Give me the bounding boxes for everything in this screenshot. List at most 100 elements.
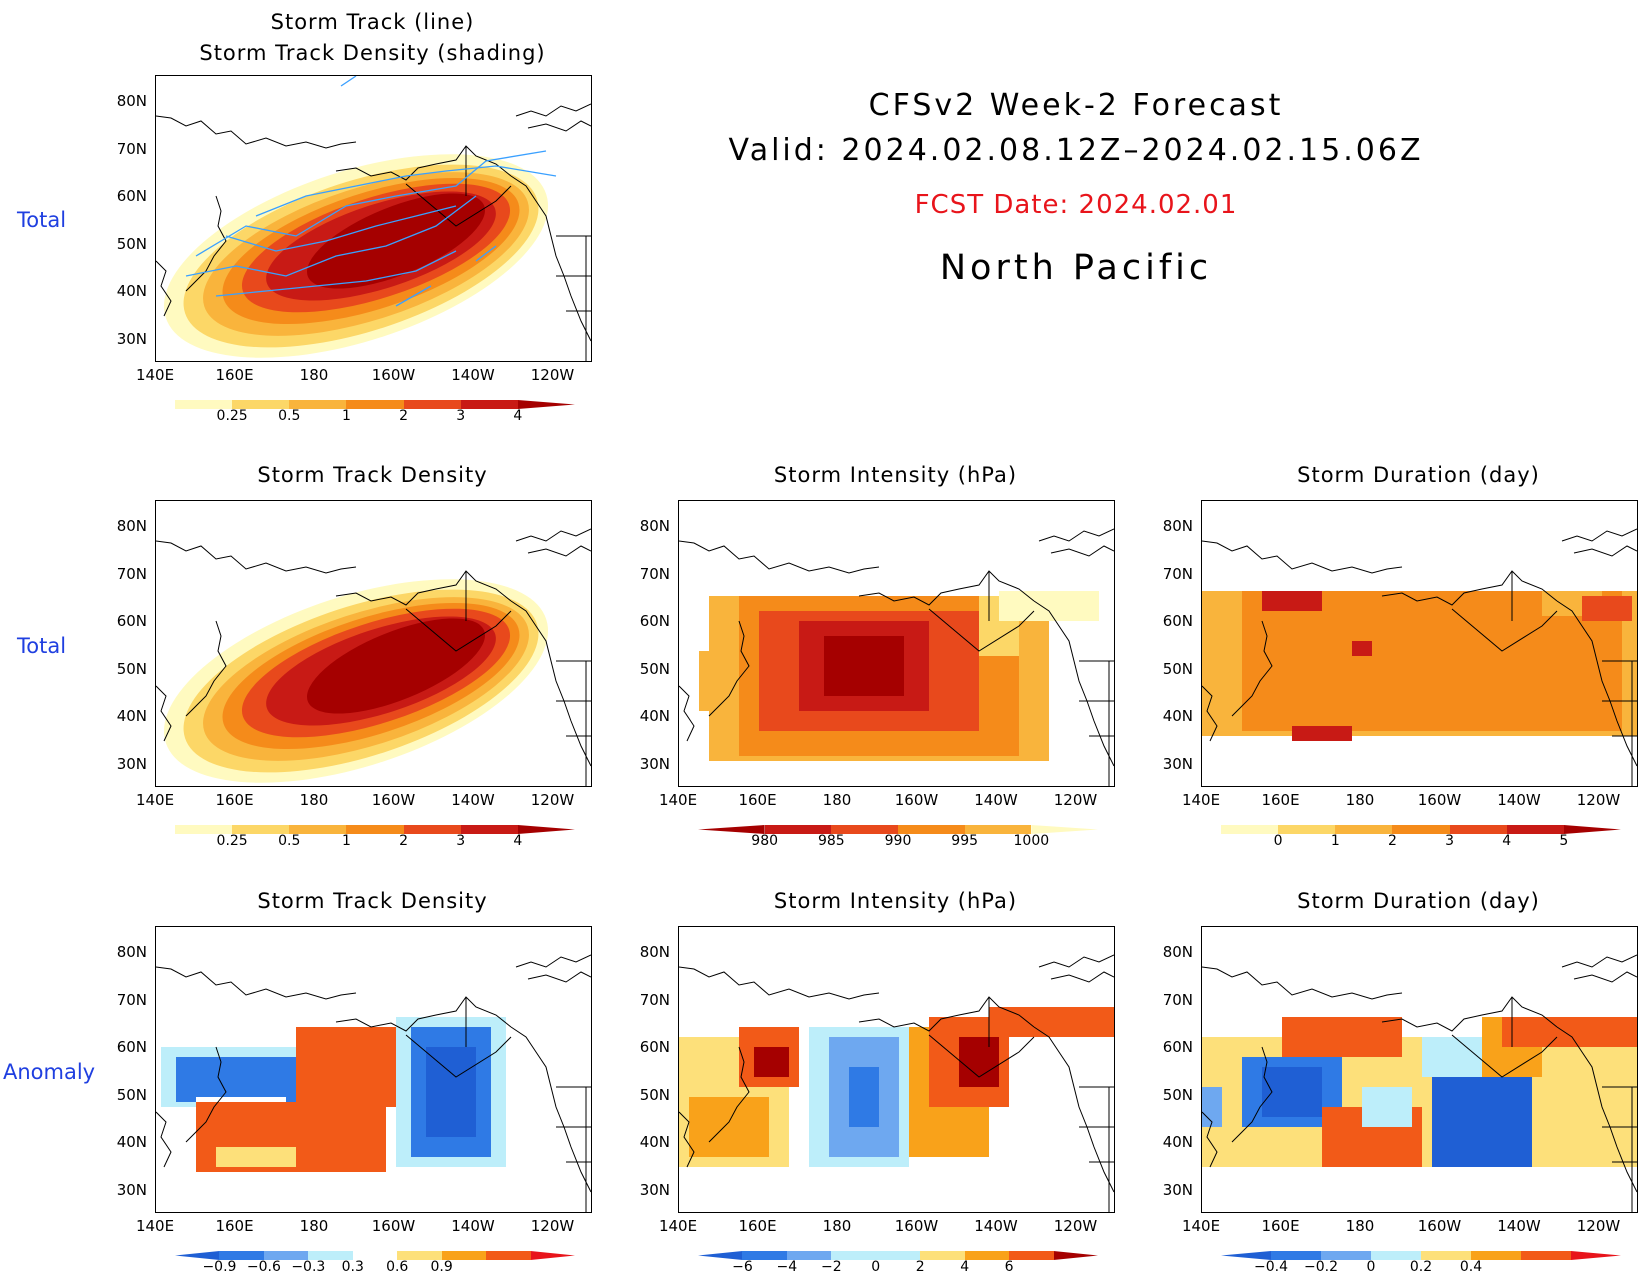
map-frame — [1201, 500, 1638, 787]
colorbar-segment — [175, 400, 233, 409]
colorbar-segment — [831, 1251, 876, 1260]
panel-title-density-total: Storm Track Density — [257, 463, 488, 487]
forecast-date: FCST Date: 2024.02.01 — [914, 190, 1238, 220]
map-canvas — [679, 954, 1114, 1212]
lat-label: 60N — [639, 1038, 670, 1056]
lon-label: 140E — [135, 366, 175, 384]
colorbar-label: 0.6 — [386, 1259, 409, 1275]
lon-label: 180 — [1345, 791, 1375, 809]
colorbar-label: 985 — [817, 833, 845, 849]
map-canvas — [1202, 954, 1637, 1212]
colorbar-label: 0.5 — [278, 833, 301, 849]
lon-label: 180 — [822, 1217, 852, 1235]
lat-label: 50N — [116, 1085, 147, 1104]
colorbar-segment — [1271, 1251, 1321, 1260]
lon-label: 140W — [451, 791, 495, 809]
colorbar-segment — [698, 825, 765, 834]
lat-label: 40N — [1162, 1133, 1193, 1151]
colorbar-label: 2 — [1387, 833, 1397, 849]
colorbar-label: −2 — [821, 1259, 842, 1275]
lon-label: 140E — [1181, 1217, 1221, 1235]
lat-label: 50N — [639, 1085, 670, 1104]
lon-label: 160W — [894, 791, 939, 809]
forecast-title: CFSv2 Week-2 Forecast — [868, 88, 1284, 123]
colorbar-label: −4 — [776, 1259, 798, 1275]
lat-label: 80N — [1162, 943, 1193, 961]
colorbar-label: 2 — [399, 833, 409, 849]
panel-title-track-line: Storm Track (line) — [270, 10, 475, 34]
colorbar-label: 1000 — [1013, 833, 1050, 849]
lon-label: 140E — [135, 791, 175, 809]
map-canvas — [156, 76, 591, 361]
colorbar-segment — [397, 1251, 442, 1260]
colorbar-label: 0.25 — [216, 833, 248, 849]
colorbar-segment — [764, 825, 832, 834]
lon-label: 160W — [371, 366, 416, 384]
lat-label: 50N — [116, 234, 147, 253]
colorbar-segment — [742, 1251, 787, 1260]
lon-label: 120W — [530, 366, 575, 384]
lat-label: 70N — [1162, 564, 1193, 583]
lon-label: 120W — [530, 1217, 575, 1235]
colorbar-label: 0.2 — [1409, 1259, 1433, 1275]
lon-label: 140E — [1181, 791, 1221, 809]
lon-label: 140E — [658, 1217, 698, 1235]
lat-label: 70N — [116, 139, 147, 158]
colorbar-label: 4 — [513, 408, 523, 424]
lon-label: 160E — [1261, 791, 1300, 809]
lon-label: 160E — [215, 791, 254, 809]
lon-label: 180 — [822, 791, 852, 809]
lat-label: 70N — [639, 990, 670, 1009]
colorbar-segment — [352, 1251, 398, 1260]
colorbar-label: 2 — [399, 408, 409, 424]
colorbar-label: 3 — [1445, 833, 1455, 849]
lat-label: 80N — [116, 92, 147, 110]
lat-label: 60N — [1162, 612, 1193, 630]
colorbar-segment — [1449, 825, 1507, 834]
colorbar-segment — [403, 400, 461, 409]
row-label-bottom: Anomaly — [3, 1060, 96, 1084]
lat-label: 40N — [1162, 707, 1193, 725]
colorbar-label: 995 — [951, 833, 979, 849]
colorbar-label: −0.3 — [291, 1259, 326, 1275]
colorbar-label: 990 — [884, 833, 912, 849]
colorbar-segment — [1392, 825, 1450, 834]
colorbar-segment — [530, 1251, 575, 1260]
colorbar-segment — [289, 400, 347, 409]
lat-label: 40N — [116, 282, 147, 300]
colorbar-segment — [698, 1251, 743, 1260]
colorbar-segment — [1335, 825, 1393, 834]
colorbar-segment — [346, 825, 404, 834]
colorbar-segment — [1506, 825, 1564, 834]
lon-label: 140W — [974, 1217, 1018, 1235]
lon-label: 120W — [1053, 791, 1098, 809]
lon-label: 140W — [974, 791, 1018, 809]
colorbar-segment — [441, 1251, 487, 1260]
colorbar-segment — [1563, 825, 1621, 834]
colorbar-label: −0.6 — [246, 1259, 281, 1275]
map-frame — [155, 500, 592, 787]
lat-label: 40N — [639, 707, 670, 725]
colorbar-segment — [1009, 1251, 1054, 1260]
lat-label: 60N — [639, 612, 670, 630]
colorbar-label: 4 — [513, 833, 523, 849]
colorbar-label: 980 — [751, 833, 779, 849]
lon-label: 140W — [451, 1217, 495, 1235]
map-frame — [155, 926, 592, 1213]
lon-label: 160E — [738, 791, 777, 809]
colorbar-segment — [1031, 825, 1098, 834]
colorbar-label: 0.5 — [278, 408, 301, 424]
lon-label: 180 — [1345, 1217, 1375, 1235]
colorbar-segment — [1321, 1251, 1371, 1260]
colorbar-segment — [1278, 825, 1336, 834]
map-canvas — [679, 528, 1114, 786]
colorbar-label: 6 — [1004, 1259, 1014, 1275]
lon-label: 160W — [894, 1217, 939, 1235]
colorbar-segment — [964, 825, 1032, 834]
lat-label: 80N — [639, 943, 670, 961]
colorbar-segment — [875, 1251, 921, 1260]
lat-label: 30N — [116, 1180, 147, 1199]
lon-label: 180 — [299, 1217, 329, 1235]
lat-label: 30N — [116, 754, 147, 773]
colorbar-label: 0.25 — [216, 408, 248, 424]
